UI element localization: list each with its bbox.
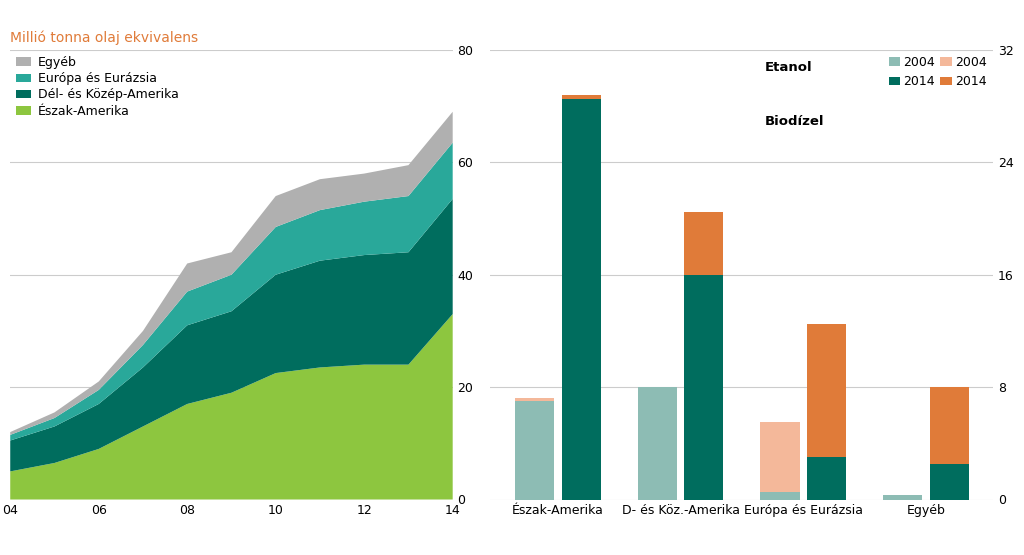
- Text: Etanol: Etanol: [765, 61, 812, 74]
- Bar: [515, 401, 554, 500]
- Bar: [561, 95, 601, 99]
- Bar: [561, 99, 601, 500]
- Legend: 2004, 2014, 2004, 2014: 2004, 2014, 2004, 2014: [889, 56, 987, 88]
- Bar: [930, 465, 969, 500]
- Bar: [807, 457, 846, 500]
- Text: Biodízel: Biodízel: [765, 115, 824, 128]
- Bar: [807, 324, 846, 457]
- Bar: [883, 495, 923, 500]
- Bar: [638, 387, 677, 500]
- Bar: [684, 211, 724, 275]
- Bar: [760, 492, 800, 500]
- Bar: [760, 422, 800, 492]
- Bar: [930, 387, 969, 465]
- Text: Millió tonna olaj ekvivalens: Millió tonna olaj ekvivalens: [10, 30, 199, 44]
- Bar: [684, 275, 724, 500]
- Bar: [515, 398, 554, 401]
- Legend: Egyéb, Európa és Eurázsia, Dél- és Közép-Amerika, Észak-Amerika: Egyéb, Európa és Eurázsia, Dél- és Közép…: [16, 56, 178, 118]
